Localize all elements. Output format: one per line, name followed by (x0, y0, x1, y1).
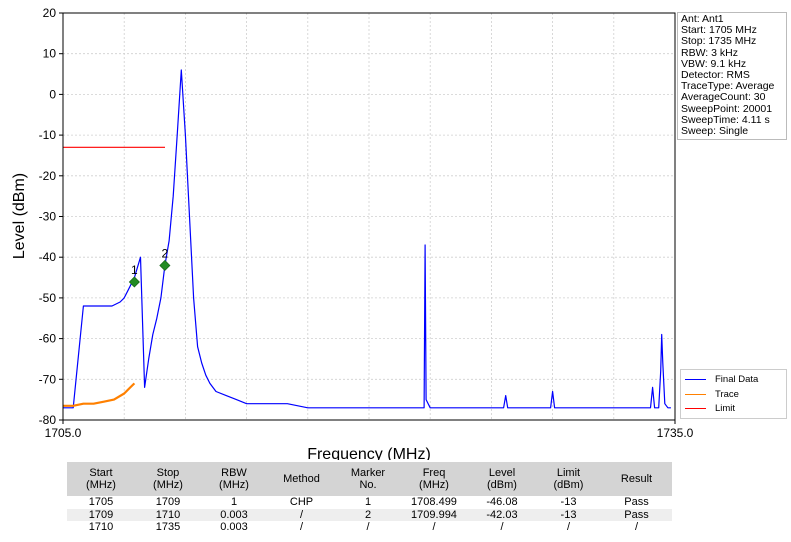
info-line: SweepPoint: 20001 (681, 103, 773, 115)
table-cell: / (536, 521, 601, 534)
grid (62, 12, 676, 421)
y-tick-label: 0 (49, 87, 56, 101)
table-cell: 1710 (135, 508, 201, 521)
table-cell: 1709.994 (400, 508, 468, 521)
table-cell: 1709 (67, 508, 135, 521)
y-tick-label: -60 (39, 332, 57, 346)
y-axis-label: Level (dBm) (11, 173, 28, 259)
legend-item: Trace (685, 388, 739, 401)
marker-1 (128, 276, 140, 288)
legend-label: Trace (715, 388, 739, 400)
y-tick-label: -70 (39, 372, 57, 386)
table-header-row: Start (MHz) Stop (MHz) RBW (MHz) Method Mark… (67, 462, 672, 496)
table-cell: / (601, 521, 672, 534)
table-cell: 1 (336, 496, 400, 509)
y-tick-label: -20 (39, 169, 57, 183)
table-header-cell: Result (601, 462, 672, 496)
table-header-cell: Start (MHz) (67, 462, 135, 496)
table-header-cell: Level (dBm) (468, 462, 536, 496)
info-line: Stop: 1735 MHz (681, 36, 757, 48)
table-cell: 0.003 (201, 521, 267, 534)
x-tick-label: 1735.0 (657, 426, 694, 440)
marker-layer: 12 (128, 246, 171, 288)
y-tick-label: 20 (43, 6, 57, 20)
table-cell: 1710 (67, 521, 135, 534)
table-header-cell: Stop (MHz) (135, 462, 201, 496)
table-cell: Pass (601, 508, 672, 521)
info-line: SweepTime: 4.11 s (681, 114, 770, 126)
table-cell: / (400, 521, 468, 534)
table-row: 1705 1709 1 CHP 1 1708.499 -46.08 -13 Pass (67, 496, 672, 509)
info-line: TraceType: Average (681, 81, 775, 93)
y-tick-label: -10 (39, 128, 57, 142)
series-trace (63, 382, 136, 407)
table-header-cell: Method (267, 462, 336, 496)
legend-swatch (685, 379, 706, 380)
legend-item: Limit (685, 402, 735, 415)
table-row: 1709 1710 0.003/2 1709.994 -42.03 -13 Pass (67, 508, 672, 521)
info-line: RBW: 3 kHz (681, 47, 738, 59)
legend-label: Limit (715, 403, 736, 414)
info-line: Detector: RMS (681, 70, 750, 82)
marker-2 (159, 259, 171, 272)
info-line: Sweep: Single (681, 126, 749, 138)
x-axis-label: Frequency (MHz) (307, 446, 431, 460)
table-cell: 1709 (135, 496, 201, 509)
y-tick-label: -50 (39, 291, 57, 305)
table-cell: CHP (267, 496, 336, 509)
table-row: 1710 1735 0.003// / / / / (67, 521, 672, 534)
table-cell: 1 (201, 496, 267, 509)
measurement-info-box: Ant: Ant1 Start: 1705 MHz Stop: 1735 MHz RB… (677, 12, 787, 141)
legend-item: Final Data (685, 373, 758, 386)
marker-label: 1 (131, 263, 138, 277)
result-table: Start (MHz) Stop (MHz) RBW (MHz) Method Mark… (67, 462, 672, 534)
series-layer (63, 69, 671, 409)
table-cell: -13 (536, 496, 601, 509)
table-header-cell: RBW (MHz) (201, 462, 267, 496)
table-cell: / (267, 508, 336, 521)
table-cell: -46.08 (468, 496, 536, 509)
table-header-cell: Limit (dBm) (536, 462, 601, 496)
y-tick-label: 10 (43, 47, 57, 61)
info-line: Ant: Ant1 (681, 14, 724, 25)
info-line: Start: 1705 MHz (681, 25, 757, 37)
series-final-data (63, 69, 671, 409)
y-tick-label: -80 (39, 413, 57, 427)
table-cell: 0.003 (201, 508, 267, 521)
legend: Final Data Trace Limit (680, 369, 787, 419)
table-cell: 2 (336, 508, 400, 521)
legend-swatch (685, 408, 706, 409)
table-cell: / (336, 521, 400, 534)
y-tick-label: -30 (39, 210, 57, 224)
y-tick-label: -40 (39, 250, 57, 264)
info-line: VBW: 9.1 kHz (681, 58, 747, 70)
table-cell: Pass (601, 496, 672, 509)
table-cell: 1735 (135, 521, 201, 534)
table-cell: / (267, 521, 336, 534)
table-cell: -42.03 (468, 508, 536, 521)
table-cell: -13 (536, 508, 601, 521)
legend-label: Final Data (715, 374, 759, 385)
x-tick-label: 1705.0 (45, 426, 82, 440)
table-header-cell: Marker No. (336, 462, 400, 496)
marker-label: 2 (162, 246, 169, 260)
legend-swatch (685, 393, 706, 395)
table-cell: 1708.499 (400, 496, 468, 509)
table-cell: 1705 (67, 496, 135, 509)
table-header-cell: Freq (MHz) (400, 462, 468, 496)
info-line: AverageCount: 30 (681, 92, 766, 104)
table-cell: / (468, 521, 536, 534)
